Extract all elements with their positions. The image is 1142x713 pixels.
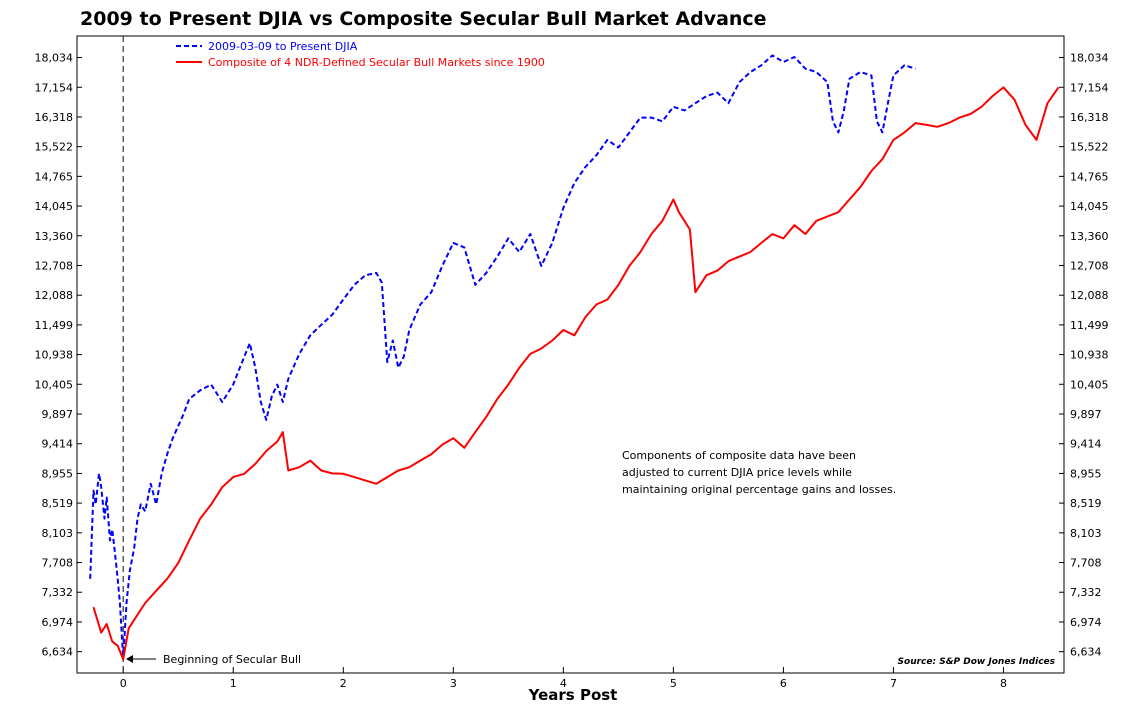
series-composite-line [92, 86, 1060, 661]
x-axis: 0 1 2 3 4 5 6 7 8 [120, 667, 1007, 690]
y-tick-label-left: 14,765 [35, 170, 74, 183]
annotation-label: Beginning of Secular Bull [163, 653, 301, 666]
annotation-arrowhead [126, 655, 133, 663]
x-tick-label: 8 [1000, 677, 1007, 690]
y-tick-label-right: 18,034 [1070, 52, 1109, 65]
y-tick-label-right: 9,897 [1070, 408, 1102, 421]
right-axis: 6,634 6,974 7,332 7,708 8,103 8,519 8,955 9,414… [1059, 52, 1109, 659]
y-tick-label-left: 6,974 [42, 616, 74, 629]
y-tick-label-right: 9,414 [1070, 438, 1102, 451]
y-tick-label-left: 9,897 [42, 408, 74, 421]
y-tick-label-right: 13,360 [1070, 230, 1109, 243]
event-annotation: Beginning of Secular Bull [126, 653, 301, 666]
x-tick-label: 2 [340, 677, 347, 690]
x-tick-label: 3 [450, 677, 457, 690]
y-tick-label-left: 11,499 [35, 319, 74, 332]
y-tick-label-right: 7,708 [1070, 557, 1102, 570]
y-tick-label-left: 8,955 [42, 467, 74, 480]
y-tick-label-right: 14,765 [1070, 170, 1109, 183]
note-line-3: maintaining original percentage gains an… [622, 483, 896, 496]
y-tick-label-left: 7,708 [42, 557, 74, 570]
y-tick-label-left: 7,332 [42, 586, 74, 599]
x-axis-label: Years Post [528, 686, 618, 704]
y-tick-label-left: 12,088 [35, 289, 74, 302]
y-tick-label-right: 12,088 [1070, 289, 1109, 302]
y-tick-label-right: 12,708 [1070, 259, 1109, 272]
y-tick-label-left: 10,405 [35, 378, 74, 391]
y-tick-label-left: 18,034 [35, 52, 74, 65]
y-tick-label-left: 12,708 [35, 259, 74, 272]
series-layer [89, 54, 1060, 661]
y-tick-label-right: 6,974 [1070, 616, 1102, 629]
legend: 2009-03-09 to Present DJIA Composite of … [176, 40, 545, 69]
y-tick-label-right: 16,318 [1070, 111, 1109, 124]
x-tick-label: 6 [780, 677, 787, 690]
left-axis: 6,634 6,974 7,332 7,708 8,103 8,519 8,955 9,414… [35, 52, 82, 659]
y-tick-label-left: 16,318 [35, 111, 74, 124]
y-tick-label-left: 13,360 [35, 230, 74, 243]
y-tick-label-right: 8,519 [1070, 497, 1102, 510]
series-djia-line [89, 54, 916, 661]
y-tick-label-right: 8,103 [1070, 527, 1102, 540]
y-tick-label-left: 15,522 [35, 141, 74, 154]
legend-label-djia: 2009-03-09 to Present DJIA [208, 40, 358, 53]
y-tick-label-left: 10,938 [35, 349, 74, 362]
y-tick-label-left: 8,519 [42, 497, 74, 510]
x-tick-label: 1 [230, 677, 237, 690]
y-tick-label-right: 7,332 [1070, 586, 1102, 599]
y-tick-label-right: 17,154 [1070, 81, 1109, 94]
legend-label-composite: Composite of 4 NDR-Defined Secular Bull … [208, 56, 545, 69]
x-tick-label: 4 [560, 677, 567, 690]
y-tick-label-right: 10,938 [1070, 349, 1109, 362]
y-tick-label-right: 8,955 [1070, 467, 1102, 480]
x-tick-label: 7 [890, 677, 897, 690]
y-tick-label-left: 6,634 [42, 646, 74, 659]
y-tick-label-left: 17,154 [35, 81, 74, 94]
y-tick-label-right: 15,522 [1070, 141, 1109, 154]
y-tick-label-right: 11,499 [1070, 319, 1109, 332]
y-tick-label-right: 6,634 [1070, 646, 1102, 659]
y-tick-label-right: 14,045 [1070, 200, 1109, 213]
x-tick-label: 0 [120, 677, 127, 690]
y-tick-label-left: 8,103 [42, 527, 74, 540]
source-note: Source: S&P Dow Jones Indices [898, 657, 1056, 667]
y-tick-label-left: 14,045 [35, 200, 74, 213]
y-tick-label-left: 9,414 [42, 438, 74, 451]
chart-title: 2009 to Present DJIA vs Composite Secula… [80, 8, 767, 30]
note-text-block: Components of composite data have been a… [622, 449, 896, 496]
y-tick-label-right: 10,405 [1070, 378, 1109, 391]
plot-frame [76, 35, 1065, 674]
note-line-1: Components of composite data have been [622, 449, 856, 462]
note-line-2: adjusted to current DJIA price levels wh… [622, 466, 852, 479]
x-tick-label: 5 [670, 677, 677, 690]
